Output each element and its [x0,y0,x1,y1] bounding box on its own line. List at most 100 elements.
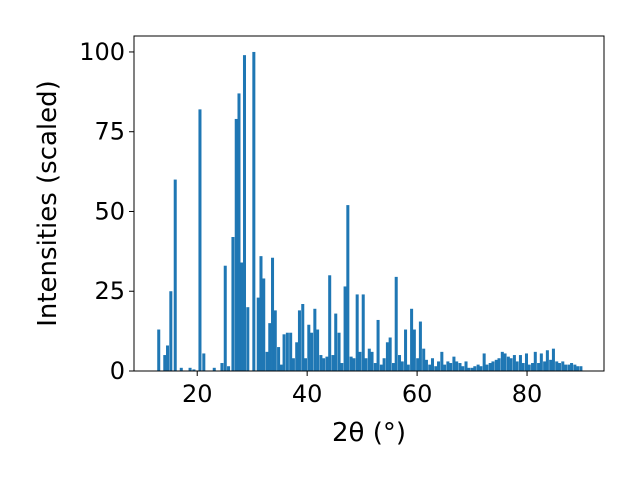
bar [388,337,392,371]
y-tick-label: 25 [94,277,125,305]
bar [555,361,559,371]
bar [576,366,580,371]
bar [282,334,286,371]
bar [518,355,522,371]
bar [340,363,344,371]
bar [539,353,543,371]
bar [166,345,170,371]
bar [252,51,256,371]
bar [488,363,492,371]
bar [349,356,353,371]
y-tick-label: 100 [79,38,125,66]
bar [394,276,398,371]
bar [479,366,483,371]
bar [373,363,377,371]
bar [237,93,241,371]
bar [400,361,404,371]
bar [494,359,498,371]
bar [422,348,426,371]
bar [343,286,347,371]
bar [515,361,519,371]
bar [271,257,275,371]
bar [430,358,435,371]
bar [169,291,173,371]
bar [223,265,227,371]
bar [279,364,283,371]
bar [268,323,272,371]
bar [482,353,486,371]
bar [242,55,247,372]
bar [273,310,277,371]
y-tick-label: 75 [94,118,125,146]
bar [246,307,250,371]
bar [382,358,386,371]
bar [428,364,432,371]
bar [506,356,510,371]
bar [291,358,295,371]
y-tick-label: 50 [94,197,125,225]
bar [512,355,516,371]
bar [437,361,441,371]
bar [464,361,468,371]
x-axis-label: 2θ (°) [332,418,406,448]
bar [188,367,192,371]
bar [202,353,206,371]
bar [440,351,444,371]
bar [524,353,529,371]
bar [537,363,541,371]
bar [521,363,525,371]
bar [503,353,507,371]
bar [316,329,320,371]
bar [467,367,471,371]
bar [391,363,395,371]
bar [265,351,269,371]
bar [157,329,161,371]
bar [531,363,535,371]
bar [397,355,402,371]
bar [379,364,383,371]
bar [455,361,459,371]
bar [406,364,410,371]
y-axis-ticks: 0 25 50 75 100 [79,38,134,385]
bar [573,364,577,371]
bar [240,262,244,371]
bar [346,205,350,371]
bar [331,355,335,371]
x-tick-label: 20 [182,380,213,408]
x-tick-label: 80 [512,380,543,408]
bar [256,297,260,371]
bar [446,361,450,371]
bar [179,367,183,371]
bar [458,363,462,371]
bar [301,304,305,371]
bar [367,348,371,371]
bar [473,366,477,371]
x-tick-label: 60 [402,380,433,408]
bar [545,350,549,371]
bar [434,366,438,371]
bar [461,366,465,371]
bar [163,355,167,371]
plot-frame [133,35,605,372]
bar [234,118,238,371]
bar [319,355,323,371]
bar [355,294,359,371]
bar [297,310,301,371]
bar [491,361,495,371]
bar [303,358,308,371]
bar [173,179,177,371]
bar [289,332,293,371]
bar [579,366,583,371]
bar [310,332,314,371]
bar [285,332,289,371]
bar [220,363,224,371]
bar [418,321,422,371]
bar [527,364,531,371]
bar [307,324,311,371]
bar [570,363,574,371]
bar [370,351,374,371]
bar [334,313,338,371]
bar [561,361,565,371]
bar [476,364,480,371]
bar [567,364,571,371]
